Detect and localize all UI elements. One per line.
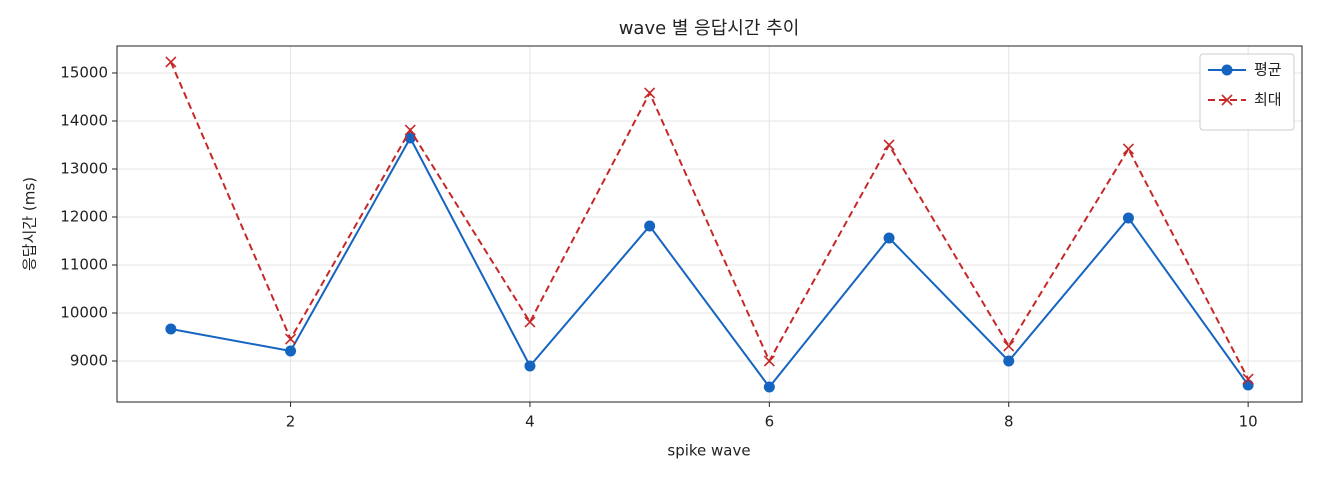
y-tick-label: 13000 [60,159,108,177]
x-tick-label: 6 [765,413,775,431]
point [1122,212,1134,224]
point [1003,355,1015,367]
point [883,232,895,244]
point [165,56,177,68]
y-tick-label: 9000 [70,352,108,370]
point [1242,379,1254,391]
x-tick-label: 4 [525,413,535,431]
series-line [169,61,1250,380]
x-axis-label: spike wave [667,442,750,460]
plot-frame [116,45,1303,403]
legend-marker [1221,94,1233,106]
point [883,139,895,151]
point [644,87,656,99]
legend-marker [1221,64,1233,76]
y-tick-label: 10000 [60,304,108,322]
y-tick-label: 15000 [60,63,108,81]
point [1122,143,1135,155]
point [524,360,536,372]
y-tick-label: 14000 [60,111,108,129]
x-tick-label: 2 [286,413,296,431]
point [285,345,297,357]
legend-label: 최대 [1254,91,1282,109]
point [404,124,416,136]
point [644,220,656,232]
point [404,132,416,144]
point [165,323,177,335]
x-tick-label: 10 [1239,413,1258,431]
y-tick-label: 11000 [60,255,108,273]
y-tick-label: 12000 [60,207,108,225]
legend-label: 평균 [1254,61,1282,79]
point [1242,373,1254,385]
y-axis-label: 응답시간 (ms) [21,177,39,271]
point [284,333,297,345]
point [1003,340,1015,352]
point [763,355,775,367]
x-tick-label: 8 [1004,413,1014,431]
point [524,316,536,328]
series-line [170,135,1249,389]
point [763,381,775,393]
chart-title: wave 별 응답시간 추이 [619,18,800,39]
